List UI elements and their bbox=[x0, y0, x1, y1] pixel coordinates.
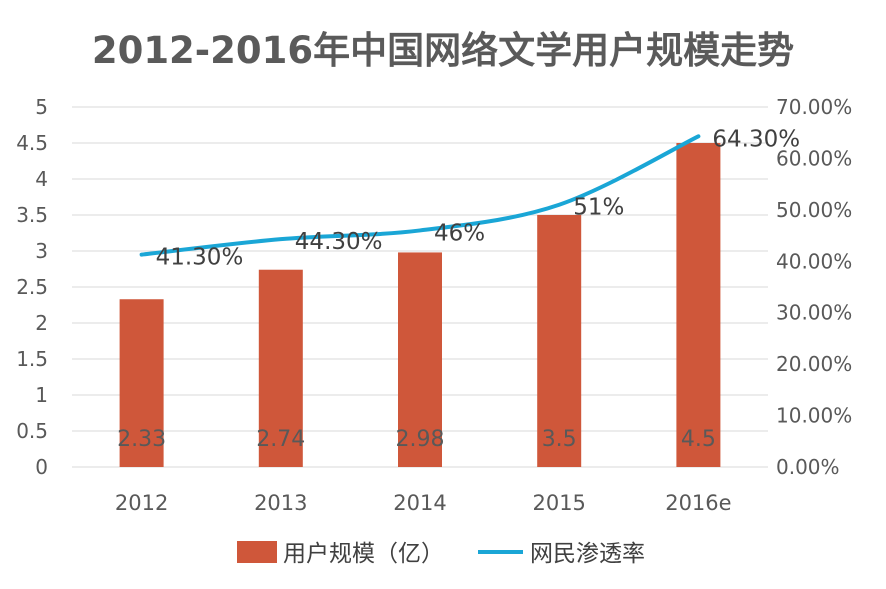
bar-data-label: 2.98 bbox=[396, 427, 445, 452]
line-data-label: 46% bbox=[434, 220, 485, 246]
line-data-label: 41.30% bbox=[156, 245, 244, 271]
bar-data-labels: 2.33 2.74 2.98 3.5 4.5 bbox=[117, 427, 716, 452]
bar bbox=[398, 252, 442, 467]
bar-data-label: 2.74 bbox=[256, 427, 305, 452]
bar bbox=[676, 143, 721, 467]
bar-data-label: 4.5 bbox=[681, 427, 716, 452]
left-axis-ticks: 0 0.5 1 1.5 2 2.5 3 3.5 4 4.5 5 bbox=[16, 95, 48, 479]
right-tick-label: 40.00% bbox=[776, 249, 852, 273]
left-tick-label: 4.5 bbox=[16, 131, 48, 155]
left-tick-label: 4 bbox=[35, 167, 48, 191]
right-tick-label: 60.00% bbox=[776, 146, 852, 170]
category-label: 2013 bbox=[254, 491, 307, 515]
left-tick-label: 1 bbox=[35, 383, 48, 407]
left-tick-label: 2 bbox=[35, 311, 48, 335]
category-label: 2014 bbox=[393, 491, 446, 515]
line-data-label: 64.30% bbox=[712, 126, 800, 152]
line-data-label: 51% bbox=[573, 195, 624, 221]
left-tick-label: 2.5 bbox=[16, 275, 48, 299]
line-series bbox=[139, 134, 701, 257]
right-tick-label: 30.00% bbox=[776, 301, 852, 325]
right-tick-label: 20.00% bbox=[776, 352, 852, 376]
line-data-label: 44.30% bbox=[295, 229, 383, 255]
bar-data-label: 2.33 bbox=[117, 427, 166, 452]
bar-data-label: 3.5 bbox=[542, 427, 577, 452]
right-axis-ticks: 0.00% 10.00% 20.00% 30.00% 40.00% 50.00% 60.00… bbox=[776, 95, 852, 479]
left-tick-label: 0.5 bbox=[16, 419, 48, 443]
category-label: 2016e bbox=[665, 491, 731, 515]
line-data-labels: 41.30% 44.30% 46% 51% 64.30% bbox=[156, 126, 801, 270]
penetration-line bbox=[139, 134, 701, 257]
right-tick-label: 50.00% bbox=[776, 198, 852, 222]
bar bbox=[258, 269, 303, 467]
left-tick-label: 5 bbox=[35, 95, 48, 119]
bar bbox=[537, 215, 582, 467]
bar bbox=[119, 299, 164, 467]
bar-series bbox=[119, 143, 721, 467]
category-label: 2015 bbox=[532, 491, 585, 515]
right-tick-label: 10.00% bbox=[776, 404, 852, 428]
chart-title: 2012-2016年中国网络文学用户规模走势 bbox=[91, 29, 795, 72]
right-tick-label: 0.00% bbox=[776, 455, 840, 479]
legend-swatch-bar bbox=[237, 541, 277, 563]
category-label: 2012 bbox=[115, 491, 168, 515]
left-tick-label: 3 bbox=[35, 239, 48, 263]
legend: 用户规模（亿） 网民渗透率 bbox=[237, 541, 645, 567]
left-tick-label: 0 bbox=[35, 455, 48, 479]
left-tick-label: 3.5 bbox=[16, 203, 48, 227]
legend-label-bar: 用户规模（亿） bbox=[283, 541, 444, 567]
left-tick-label: 1.5 bbox=[16, 347, 48, 371]
legend-label-line: 网民渗透率 bbox=[530, 541, 645, 567]
right-tick-label: 70.00% bbox=[776, 95, 852, 119]
x-axis-ticks: 2012 2013 2014 2015 2016e bbox=[115, 491, 732, 515]
